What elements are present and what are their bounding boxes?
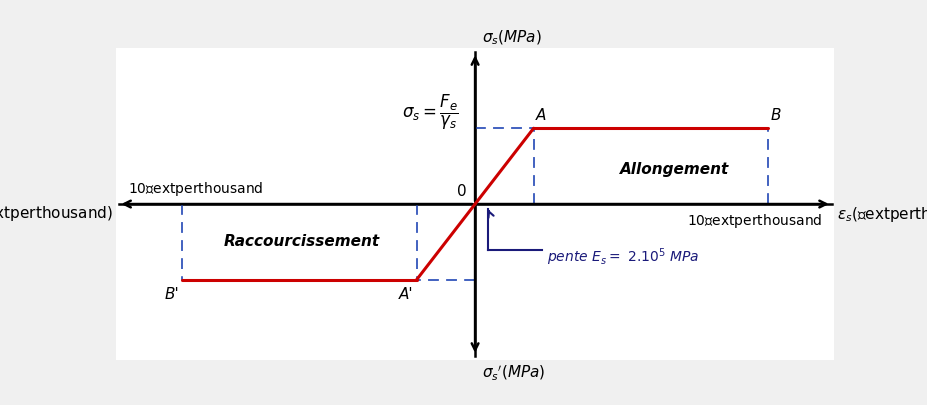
Text: A': A' bbox=[400, 287, 413, 302]
Text: $10\text{\textperthousand}$: $10\text{\textperthousand}$ bbox=[687, 211, 822, 229]
Text: 0: 0 bbox=[458, 184, 467, 199]
Text: A: A bbox=[537, 107, 547, 122]
Text: $\varepsilon_s{}'(\text{\textperthousand})$: $\varepsilon_s{}'(\text{\textperthousand… bbox=[0, 204, 113, 224]
Text: $\varepsilon_s(\text{\textperthousand})$: $\varepsilon_s(\text{\textperthousand})$ bbox=[837, 205, 927, 224]
Text: $\sigma_s{}'(MPa)$: $\sigma_s{}'(MPa)$ bbox=[482, 362, 545, 381]
Text: B: B bbox=[770, 107, 781, 122]
Text: $\mathit{pente}\ E_s{=}\ 2.10^5\ MPa$: $\mathit{pente}\ E_s{=}\ 2.10^5\ MPa$ bbox=[547, 246, 699, 267]
Text: B': B' bbox=[165, 287, 180, 302]
Text: $10\text{\textperthousand}$: $10\text{\textperthousand}$ bbox=[128, 180, 263, 198]
Text: Allongement: Allongement bbox=[620, 161, 730, 176]
Text: Raccourcissement: Raccourcissement bbox=[224, 233, 380, 248]
Text: $\sigma_s(MPa)$: $\sigma_s(MPa)$ bbox=[482, 28, 541, 47]
Text: $\sigma_s = \dfrac{F_e}{\gamma_s}$: $\sigma_s = \dfrac{F_e}{\gamma_s}$ bbox=[402, 92, 459, 132]
